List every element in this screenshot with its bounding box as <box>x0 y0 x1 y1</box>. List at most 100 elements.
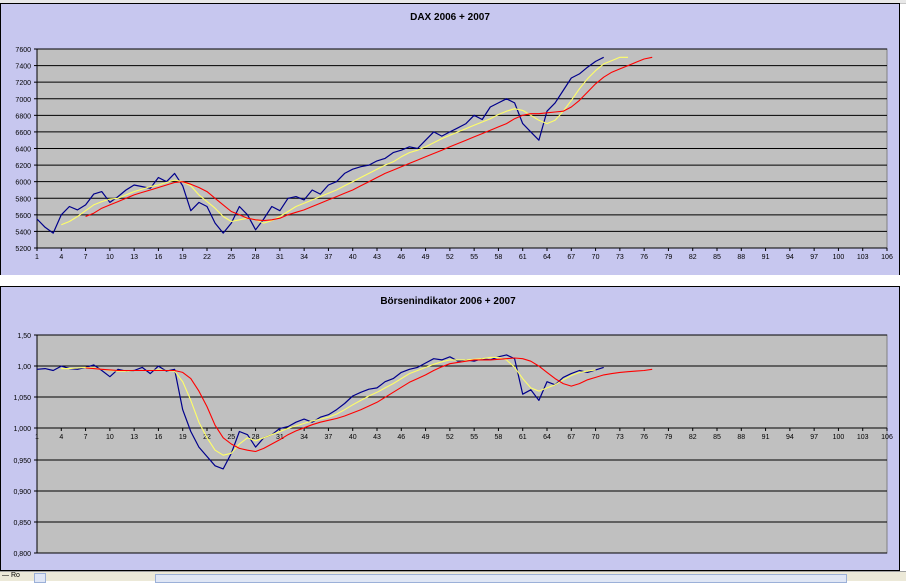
x-tick-label: 37 <box>325 254 333 261</box>
y-tick-label: 6000 <box>15 180 31 187</box>
x-tick-label: 43 <box>373 254 381 261</box>
x-tick-label: 28 <box>252 434 260 441</box>
series-line <box>61 56 628 226</box>
x-tick-label: 7 <box>84 434 88 441</box>
x-tick-label: 100 <box>833 434 845 441</box>
y-tick-label: 1,50 <box>17 333 31 340</box>
x-tick-label: 76 <box>640 434 648 441</box>
x-tick-label: 79 <box>665 254 673 261</box>
x-tick-label: 10 <box>106 434 114 441</box>
chart-title: DAX 2006 + 2007 <box>410 12 490 23</box>
x-tick-label: 58 <box>495 434 503 441</box>
x-tick-label: 19 <box>179 434 187 441</box>
sheet-tab-button[interactable] <box>34 573 46 583</box>
x-tick-label: 64 <box>543 254 551 261</box>
x-tick-label: 4 <box>59 434 63 441</box>
x-tick-label: 55 <box>470 434 478 441</box>
x-tick-label: 34 <box>300 254 308 261</box>
x-tick-label: 52 <box>446 434 454 441</box>
series-line <box>85 357 653 453</box>
x-tick-label: 58 <box>495 254 503 261</box>
y-tick-label: 7600 <box>15 47 31 54</box>
horizontal-scrollbar[interactable] <box>155 574 847 583</box>
x-tick-label: 7 <box>84 254 88 261</box>
x-tick-label: 28 <box>252 254 260 261</box>
x-tick-label: 103 <box>857 254 869 261</box>
dax-chart-svg: DAX 2006 + 2007 5200 5400 5600 5800 6000 6200 6… <box>15 12 893 261</box>
y-tick-label: 0,850 <box>13 520 31 527</box>
x-tick-label: 31 <box>276 434 284 441</box>
chart-panel-indicator[interactable]: Börsenindikator 2006 + 2007 0,800 0,850 0,9… <box>0 286 900 571</box>
x-tick-label: 85 <box>713 254 721 261</box>
y-tick-label: 1,000 <box>13 426 31 433</box>
y-tick-label: 0,800 <box>13 551 31 558</box>
x-tick-label: 34 <box>300 434 308 441</box>
y-tick-label: 0,900 <box>13 489 31 496</box>
x-tick-label: 67 <box>567 434 575 441</box>
x-tick-label: 13 <box>130 254 138 261</box>
x-tick-label: 1 <box>35 254 39 261</box>
x-tick-label: 13 <box>130 434 138 441</box>
y-tick-label: 6800 <box>15 113 31 120</box>
x-tick-label: 73 <box>616 434 624 441</box>
x-tick-label: 88 <box>737 254 745 261</box>
x-tick-label: 91 <box>762 434 770 441</box>
x-tick-label: 37 <box>325 434 333 441</box>
x-tick-label: 70 <box>592 434 600 441</box>
x-tick-label: 25 <box>227 434 235 441</box>
status-text: — Ro <box>2 572 20 579</box>
x-tick-label: 16 <box>155 434 163 441</box>
x-tick-label: 91 <box>762 254 770 261</box>
x-tick-label: 10 <box>106 254 114 261</box>
x-tick-label: 25 <box>227 254 235 261</box>
x-tick-label: 52 <box>446 254 454 261</box>
x-tick-label: 22 <box>203 254 211 261</box>
x-tick-label: 82 <box>689 434 697 441</box>
y-tick-label: 6400 <box>15 147 31 154</box>
x-tick-label: 49 <box>422 434 430 441</box>
x-tick-label: 46 <box>397 254 405 261</box>
x-tick-label: 94 <box>786 434 794 441</box>
chart-panel-dax[interactable]: DAX 2006 + 2007 5200 5400 5600 5800 6000 6200 6… <box>0 3 900 276</box>
y-tick-label: 5200 <box>15 246 31 253</box>
x-tick-label: 70 <box>592 254 600 261</box>
y-tick-label: 5600 <box>15 213 31 220</box>
series-line <box>85 56 653 222</box>
x-tick-label: 103 <box>857 434 869 441</box>
x-tick-label: 97 <box>810 254 818 261</box>
series-line <box>36 56 604 234</box>
x-tick-label: 106 <box>881 254 893 261</box>
sheet-gap <box>0 275 906 285</box>
x-tick-label: 61 <box>519 254 527 261</box>
y-tick-label: 1,050 <box>13 395 31 402</box>
y-tick-label: 5800 <box>15 196 31 203</box>
x-tick-label: 100 <box>833 254 845 261</box>
x-tick-label: 4 <box>59 254 63 261</box>
x-tick-label: 61 <box>519 434 527 441</box>
y-tick-label: 5400 <box>15 229 31 236</box>
x-tick-label: 94 <box>786 254 794 261</box>
y-tick-label: 6600 <box>15 130 31 137</box>
chart-title: Börsenindikator 2006 + 2007 <box>380 296 516 307</box>
x-tick-label: 85 <box>713 434 721 441</box>
x-tick-label: 88 <box>737 434 745 441</box>
x-tick-label: 49 <box>422 254 430 261</box>
x-tick-label: 106 <box>881 434 893 441</box>
x-tick-label: 97 <box>810 434 818 441</box>
x-tick-label: 19 <box>179 254 187 261</box>
x-tick-label: 55 <box>470 254 478 261</box>
x-tick-label: 82 <box>689 254 697 261</box>
x-tick-label: 40 <box>349 254 357 261</box>
indicator-chart-svg: Börsenindikator 2006 + 2007 0,800 0,850 0,9… <box>13 296 893 558</box>
x-tick-label: 76 <box>640 254 648 261</box>
x-tick-label: 79 <box>665 434 673 441</box>
x-tick-label: 43 <box>373 434 381 441</box>
x-tick-label: 16 <box>155 254 163 261</box>
x-tick-label: 46 <box>397 434 405 441</box>
x-tick-label: 40 <box>349 434 357 441</box>
x-tick-label: 64 <box>543 434 551 441</box>
y-tick-label: 7000 <box>15 97 31 104</box>
plot-area <box>36 334 888 554</box>
x-tick-label: 31 <box>276 254 284 261</box>
y-tick-label: 1,00 <box>17 364 31 371</box>
